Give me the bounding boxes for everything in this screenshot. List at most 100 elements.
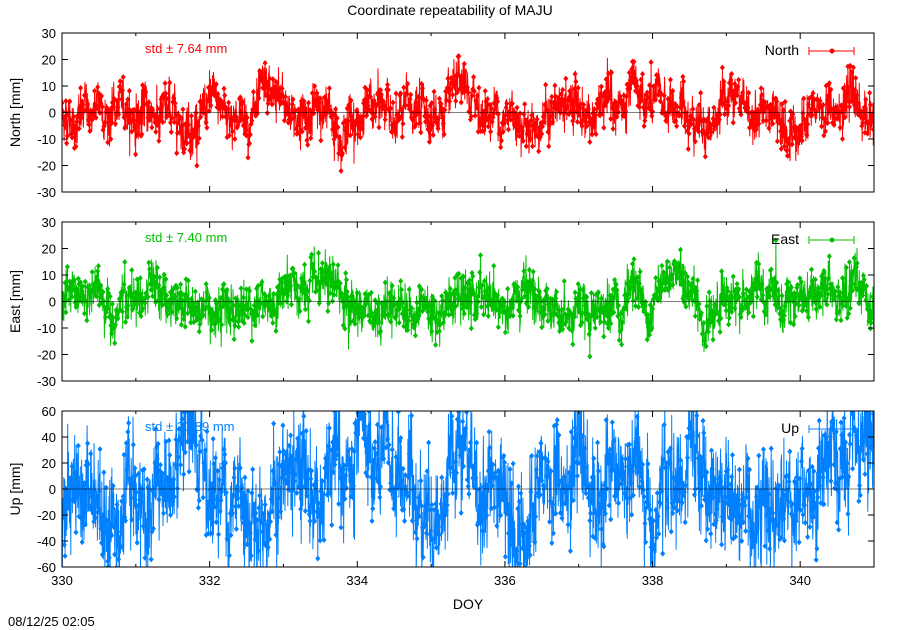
data-point: [854, 437, 860, 444]
data-point: [591, 303, 597, 310]
data-point: [156, 137, 162, 144]
data-point: [278, 462, 284, 469]
data-point: [545, 128, 551, 135]
data-point: [495, 324, 501, 331]
data-point: [634, 295, 640, 302]
data-point: [358, 118, 364, 125]
data-point: [745, 104, 751, 111]
data-point: [471, 73, 477, 80]
data-point: [381, 455, 387, 462]
data-point: [356, 402, 361, 408]
data-point: [343, 270, 349, 277]
data-point: [789, 141, 795, 148]
data-point: [226, 568, 231, 574]
data-point: [151, 273, 157, 280]
data-point: [841, 415, 847, 422]
data-point: [123, 304, 129, 311]
data-point: [420, 554, 426, 561]
data-point: [254, 312, 260, 319]
data-point: [653, 534, 659, 541]
data-point: [244, 541, 250, 548]
data-point: [502, 119, 508, 126]
data-point: [526, 127, 532, 134]
data-point: [491, 262, 497, 269]
data-point: [569, 477, 575, 484]
data-point: [828, 86, 834, 93]
data-point: [646, 317, 652, 324]
data-point: [63, 309, 69, 316]
data-point: [481, 515, 487, 522]
data-point: [793, 518, 799, 525]
data-point: [809, 266, 815, 273]
data-point: [350, 494, 356, 501]
data-point: [528, 117, 534, 124]
data-point: [238, 285, 244, 292]
data-point: [722, 301, 728, 308]
data-point: [136, 294, 142, 301]
data-point: [86, 121, 92, 128]
data-point: [582, 464, 588, 471]
data-point: [65, 504, 71, 511]
data-point: [456, 411, 462, 416]
data-point: [579, 123, 585, 130]
data-point: [505, 126, 511, 133]
data-point: [736, 76, 742, 83]
data-point: [238, 108, 244, 115]
data-point: [667, 445, 673, 452]
data-point: [513, 588, 518, 594]
data-point: [855, 286, 861, 293]
data-point: [62, 99, 65, 106]
data-point: [464, 476, 470, 483]
data-point: [97, 446, 103, 453]
data-point: [431, 506, 437, 513]
data-point: [655, 513, 661, 520]
data-point: [326, 85, 332, 92]
data-point: [711, 104, 717, 111]
data-point: [716, 310, 722, 317]
data-point: [129, 516, 135, 523]
data-point: [616, 302, 622, 309]
data-point: [99, 92, 105, 99]
data-point: [631, 256, 637, 263]
data-point: [389, 282, 395, 289]
data-point: [90, 107, 96, 114]
data-point: [603, 76, 609, 83]
x-tick-label: 330: [51, 573, 73, 588]
data-point: [235, 495, 241, 502]
data-point: [774, 138, 780, 145]
data-point: [350, 295, 356, 302]
data-point: [826, 275, 832, 282]
data-point: [822, 128, 828, 135]
data-point: [195, 299, 201, 306]
data-point: [665, 287, 671, 294]
data-point: [762, 543, 768, 550]
data-point: [529, 502, 535, 509]
data-point: [130, 306, 136, 313]
data-point: [455, 442, 461, 449]
data-point: [178, 281, 184, 288]
data-point: [445, 304, 451, 311]
data-point: [557, 510, 563, 517]
data-point: [505, 530, 511, 537]
data-point: [761, 488, 767, 495]
data-point: [791, 134, 797, 141]
data-point: [443, 511, 449, 518]
data-point: [591, 106, 597, 113]
data-point: [698, 453, 704, 460]
data-point: [725, 466, 731, 473]
data-point: [659, 488, 665, 495]
legend-marker: [829, 426, 835, 432]
data-point: [335, 262, 341, 269]
data-point: [555, 306, 561, 313]
data-point: [618, 96, 624, 103]
data-point: [305, 99, 311, 106]
data-point: [637, 268, 643, 275]
data-point: [385, 86, 391, 93]
data-point: [712, 301, 718, 308]
data-point: [156, 496, 162, 503]
data-point: [719, 64, 725, 71]
data-point: [523, 300, 529, 307]
data-point: [578, 310, 584, 317]
data-point: [169, 308, 175, 315]
data-point: [410, 117, 416, 124]
